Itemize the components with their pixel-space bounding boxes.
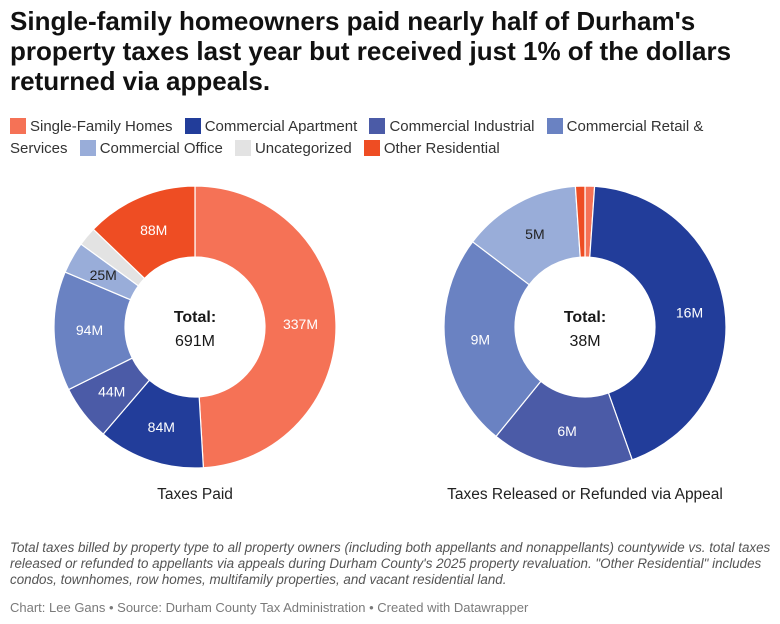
center-total-label: Total:	[174, 309, 216, 326]
slice-other-residential	[574, 185, 586, 258]
legend-label: Commercial Industrial	[389, 118, 535, 135]
legend-swatch	[234, 140, 251, 156]
donut-slice-labels: 337M 84M 44M 94M 25M 88M	[76, 222, 318, 435]
legend-item-single-family-homes: Single-Family Homes	[10, 118, 173, 135]
slice-other-residential	[92, 185, 196, 280]
center-total-value: 691M	[175, 333, 215, 350]
center-total-label: Total:	[564, 309, 606, 326]
legend-label: Commercial Office	[99, 140, 223, 157]
legend-item-commercial-retail-services: Commercial Retail & Services	[10, 118, 703, 157]
chart-footer: Chart: Lee Gans • Source: Durham County …	[10, 600, 529, 615]
center-total-value: 38M	[569, 333, 600, 350]
donut-charts: 337M 84M 44M 94M 25M 88M Total: 691M Taxes Pa…	[53, 185, 727, 503]
slice-label-commercial-apartment: 84M	[148, 419, 175, 435]
legend-item-other-residential: Other Residential	[363, 140, 500, 157]
legend-swatch	[363, 140, 380, 156]
slice-commercial-retail-services	[443, 240, 542, 438]
legend-swatch	[546, 118, 563, 134]
legend-label: Single-Family Homes	[30, 118, 173, 135]
legend-label: Other Residential	[383, 140, 500, 157]
slice-label-commercial-industrial: 6M	[557, 423, 576, 439]
legend-swatch	[79, 140, 96, 156]
slice-label-other-residential: 88M	[140, 222, 167, 238]
chart-title: Single-family homeowners paid nearly hal…	[10, 6, 732, 96]
donut-title: Taxes Paid	[157, 486, 233, 503]
slice-label-commercial-apartment: 16M	[676, 305, 703, 321]
legend-swatch	[10, 118, 26, 134]
legend-item-commercial-apartment: Commercial Apartment	[184, 118, 358, 135]
legend-label: Commercial Apartment	[204, 118, 358, 135]
slice-label-commercial-industrial: 44M	[98, 384, 125, 400]
slice-label-commercial-retail-services: 94M	[76, 322, 103, 338]
legend-item-uncategorized: Uncategorized	[234, 140, 352, 157]
slice-label-commercial-office: 5M	[525, 226, 544, 242]
legend: Single-Family Homes Commercial Apartment…	[10, 116, 770, 160]
legend-swatch	[369, 118, 386, 134]
slice-label-single-family-homes: 337M	[283, 316, 318, 332]
legend-item-commercial-office: Commercial Office	[79, 140, 223, 157]
slice-single-family-homes	[194, 185, 337, 469]
donut-slice-labels: 16M 6M 9M 5M	[471, 226, 704, 439]
legend-label: Commercial Retail & Services	[10, 118, 704, 157]
donut-taxes-released: 16M 6M 9M 5M Total: 38M Taxes Released or R…	[443, 185, 727, 503]
donut-title: Taxes Released or Refunded via Appeal	[447, 486, 723, 503]
legend-label: Uncategorized	[254, 140, 352, 157]
slice-label-commercial-retail-services: 9M	[471, 332, 490, 348]
legend-swatch	[184, 118, 201, 134]
chart-notes: Total taxes billed by property type to a…	[10, 540, 771, 587]
donut-slices	[53, 185, 337, 469]
slice-label-commercial-office: 25M	[90, 267, 117, 283]
slice-commercial-apartment	[589, 185, 727, 461]
donut-taxes-paid: 337M 84M 44M 94M 25M 88M Total: 691M Taxes Pa…	[53, 185, 337, 503]
legend-item-commercial-industrial: Commercial Industrial	[369, 118, 535, 135]
donut-slices	[443, 185, 727, 469]
